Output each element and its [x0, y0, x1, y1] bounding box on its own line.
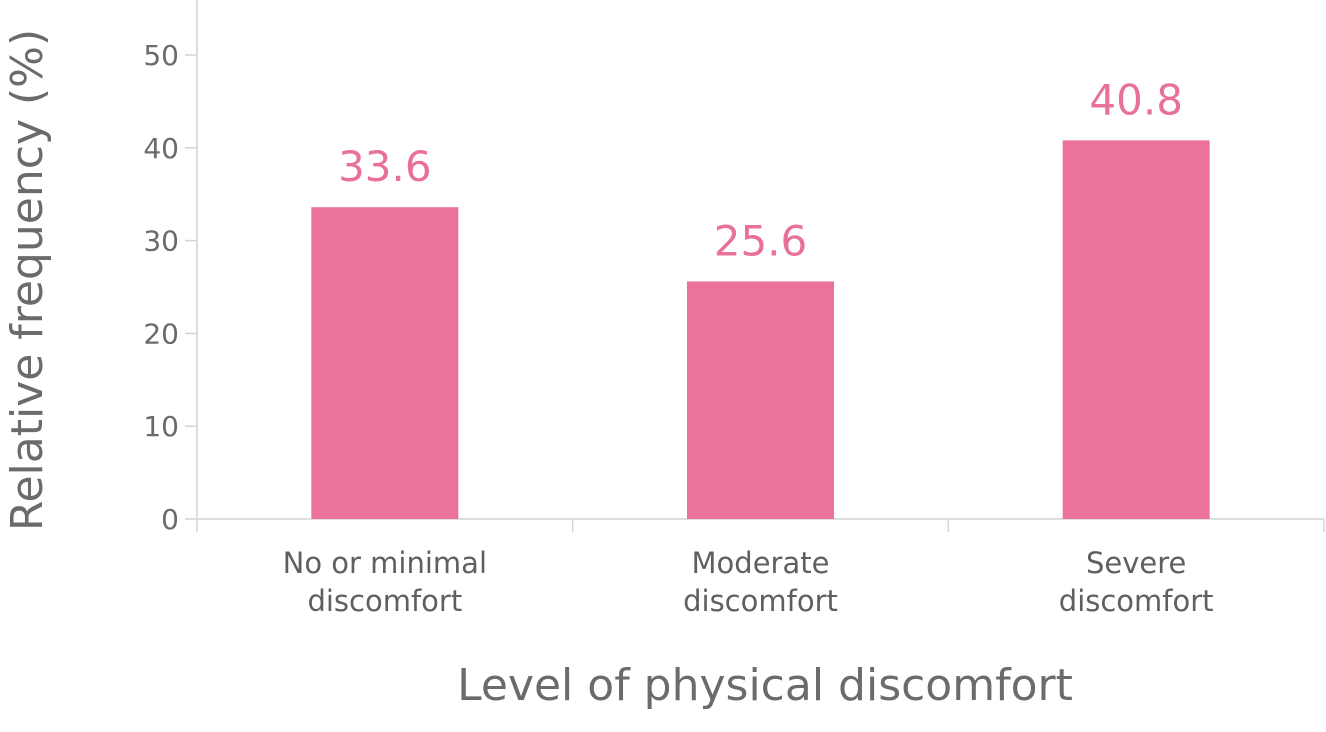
y-tick-label: 20 — [143, 317, 179, 350]
x-axis — [196, 518, 1325, 532]
category-label: discomfort — [307, 584, 462, 618]
category-label: Severe — [1086, 546, 1186, 580]
x-axis-title: Level of physical discomfort — [457, 660, 1073, 711]
y-tick-label: 10 — [143, 410, 179, 443]
category-label: Moderate — [692, 546, 830, 580]
category-label: No or minimal — [283, 546, 487, 580]
category-label: discomfort — [683, 584, 838, 618]
bar — [1062, 140, 1210, 519]
y-tick-label: 50 — [143, 39, 179, 72]
y-tick-label: 40 — [143, 132, 179, 165]
data-label: 40.8 — [1089, 75, 1183, 124]
category-label: discomfort — [1059, 584, 1214, 618]
bars — [311, 140, 1210, 519]
y-tick-label: 30 — [143, 225, 179, 258]
y-axis: 0 10 20 30 40 50 — [143, 0, 198, 536]
data-labels: 33.6 25.6 40.8 — [338, 75, 1183, 265]
data-label: 25.6 — [714, 216, 808, 265]
y-axis-title: Relative frequency (%) — [2, 29, 53, 531]
data-label: 33.6 — [338, 142, 432, 191]
y-tick-label: 0 — [161, 503, 179, 536]
bar — [311, 207, 459, 519]
bar — [687, 281, 834, 519]
category-labels: No or minimal discomfort Moderate discomfor… — [283, 546, 1214, 618]
